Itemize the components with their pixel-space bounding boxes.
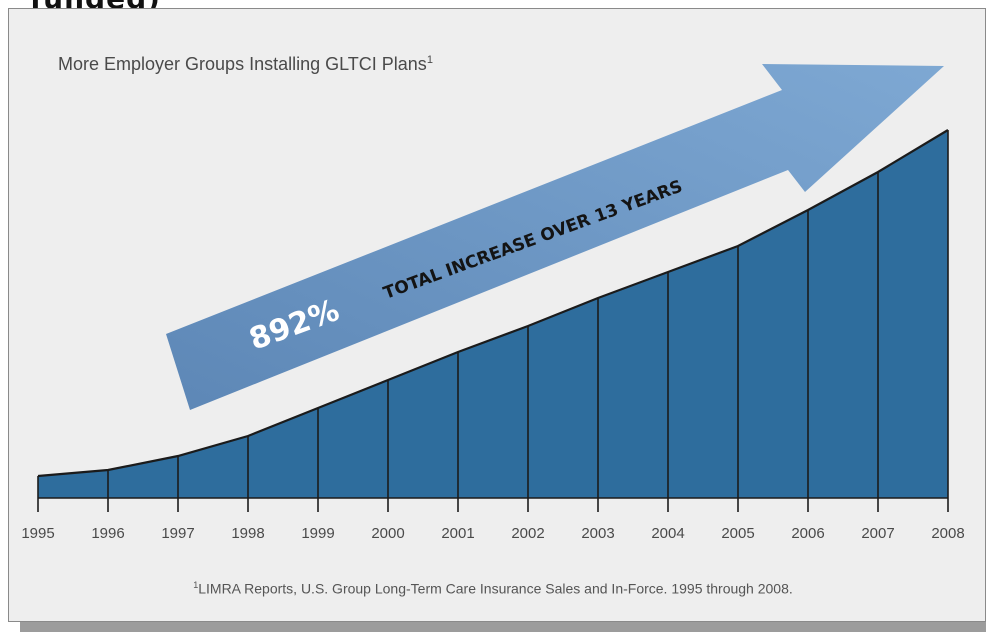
x-tick-label: 1999 xyxy=(301,525,334,542)
series-line xyxy=(37,129,949,478)
x-tick-label: 1997 xyxy=(161,525,194,542)
x-tick-label: 2006 xyxy=(791,525,824,542)
series-area xyxy=(38,130,948,498)
x-tick-label: 1995 xyxy=(21,525,54,542)
x-tick-label: 1998 xyxy=(231,525,264,542)
source-footnote: 1LIMRA Reports, U.S. Group Long-Term Car… xyxy=(193,580,793,597)
x-tick-label: 2004 xyxy=(651,525,684,542)
x-tick-label: 2002 xyxy=(511,525,544,542)
x-tick-label: 2005 xyxy=(721,525,754,542)
x-tick-label: 1996 xyxy=(91,525,124,542)
x-tick-label: 2001 xyxy=(441,525,474,542)
chart-title: More Employer Groups Installing GLTCI Pl… xyxy=(58,54,433,74)
increase-arrow xyxy=(166,64,944,410)
x-tick-label: 2008 xyxy=(931,525,964,542)
x-tick-label: 2003 xyxy=(581,525,614,542)
x-tick-label: 2000 xyxy=(371,525,404,542)
x-tick-label: 2007 xyxy=(861,525,894,542)
card-shadow-bottom xyxy=(20,620,986,632)
